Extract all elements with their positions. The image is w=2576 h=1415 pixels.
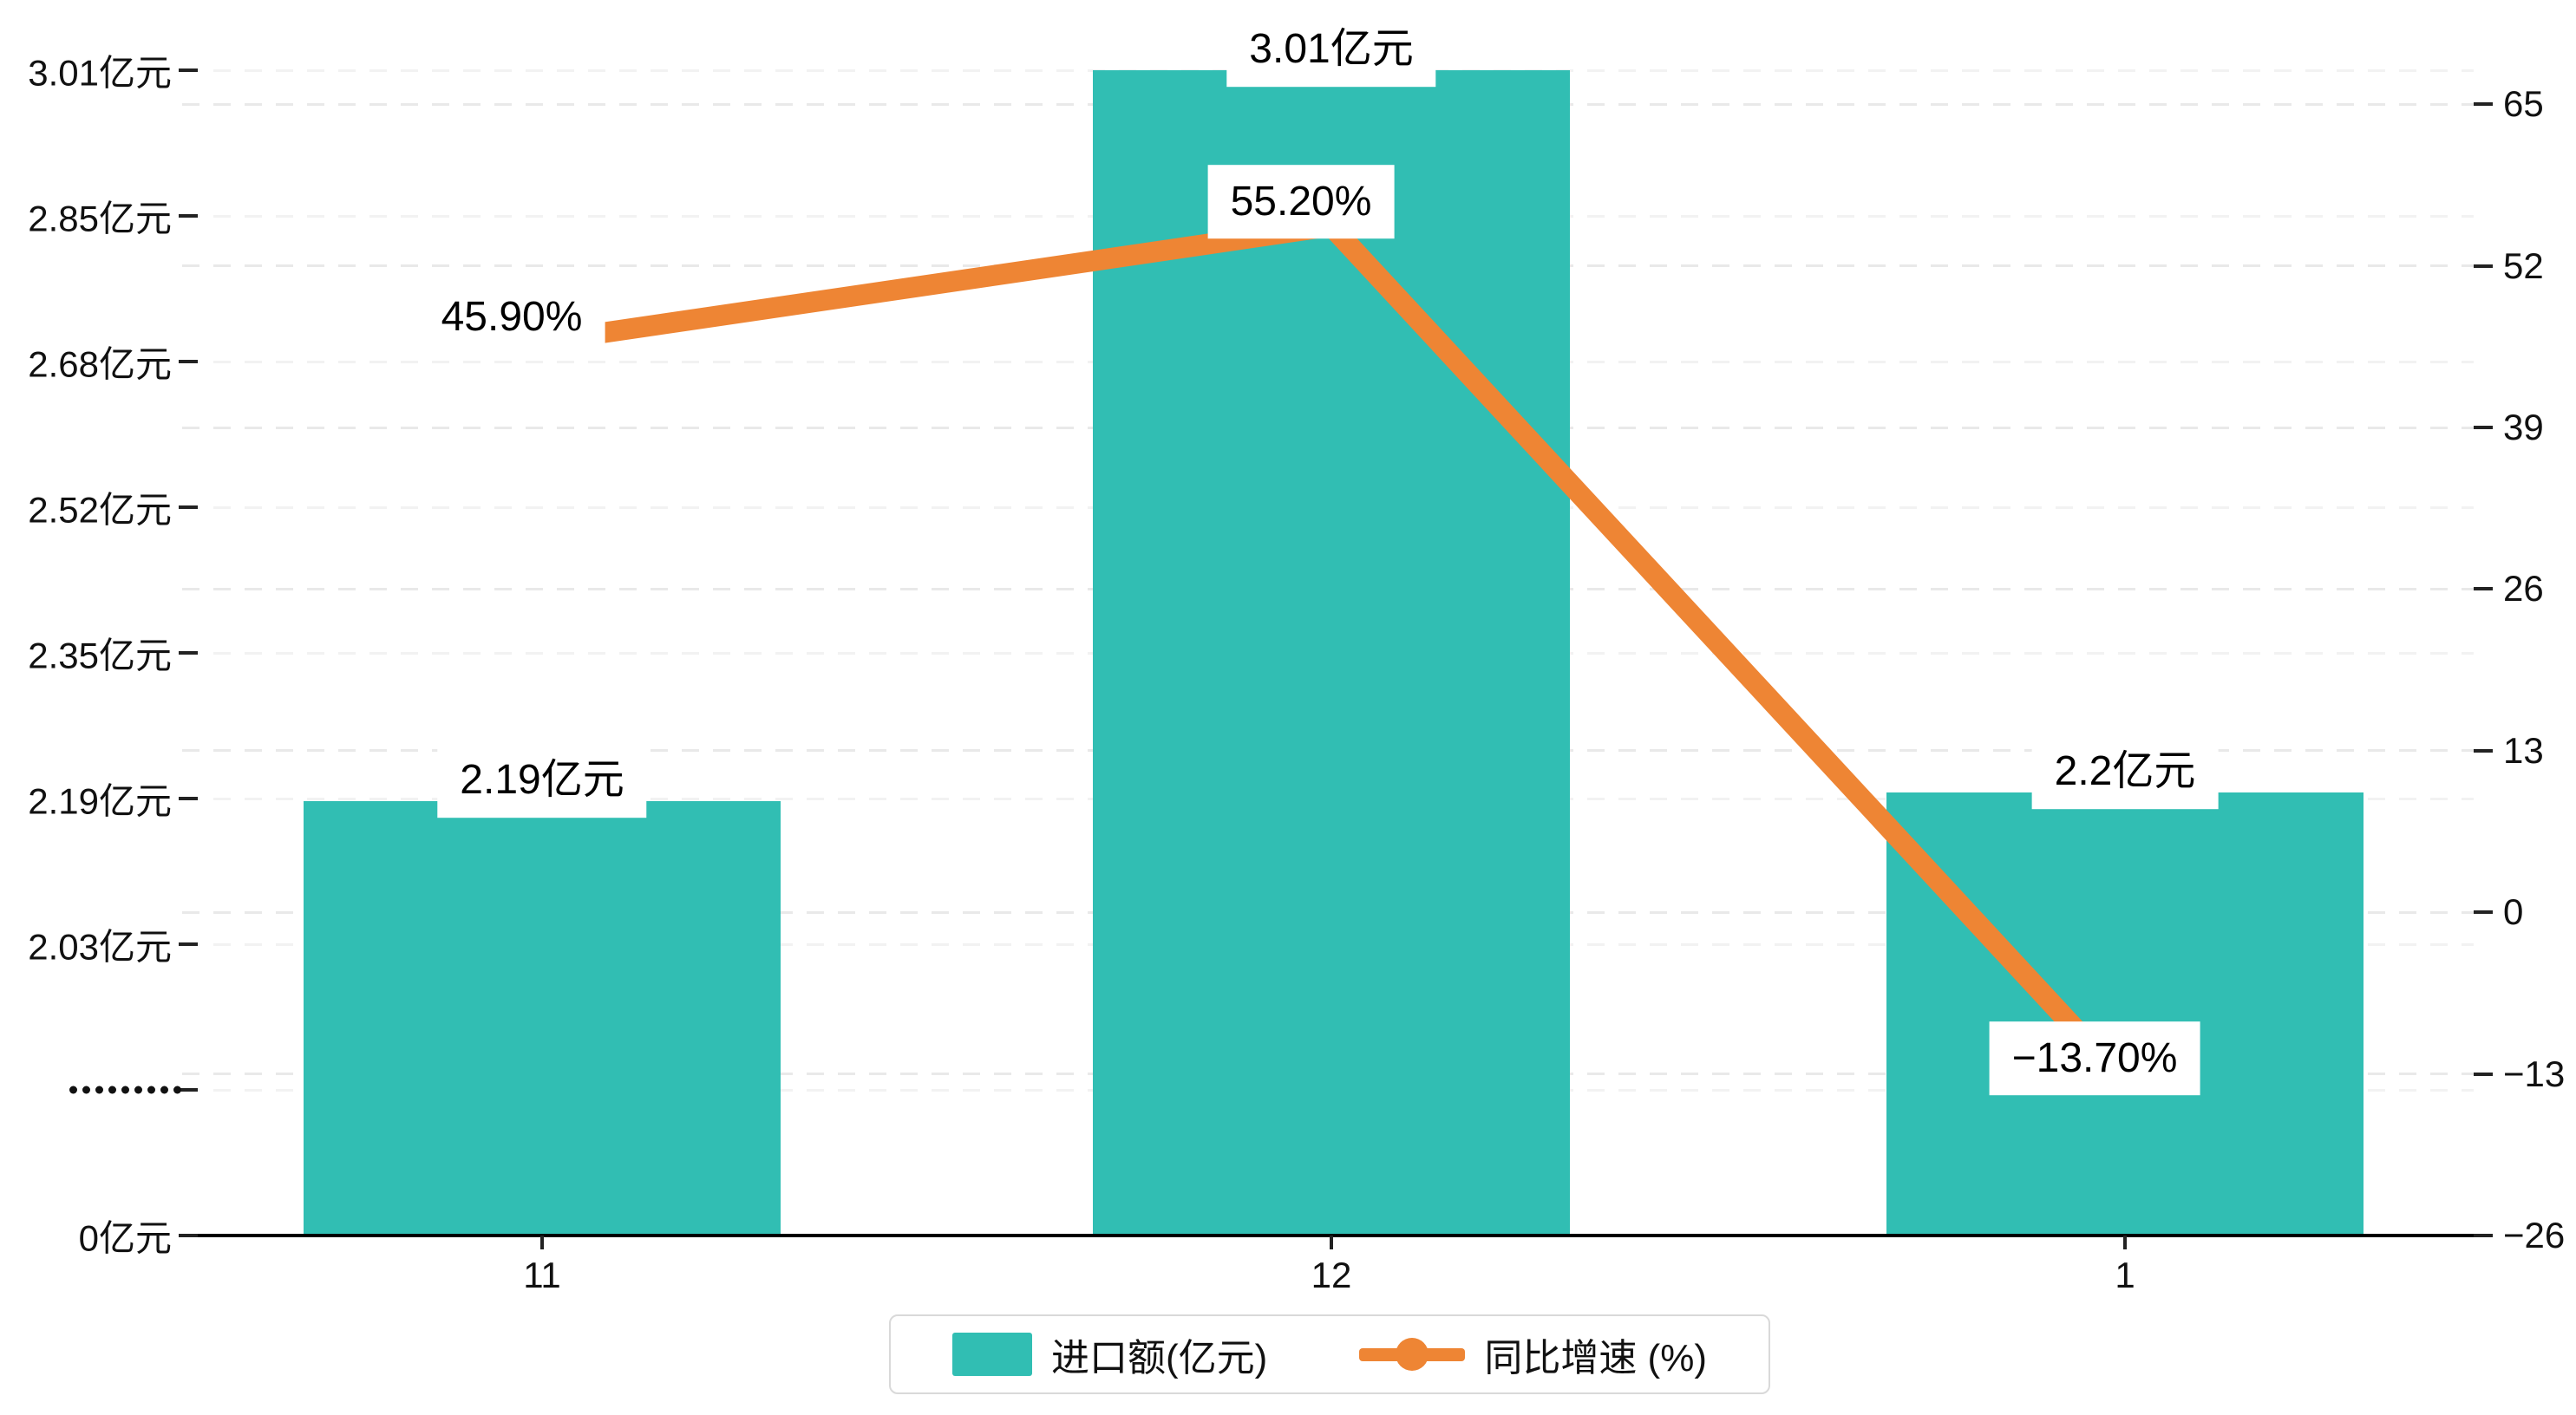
y-axis-left-tick [179, 797, 198, 800]
y-axis-left-label: 2.35亿元 [28, 635, 172, 676]
y-axis-left-tick [179, 360, 198, 363]
legend-item-line-series[interactable]: 同比增速 (%) [1359, 1327, 1707, 1382]
y-axis-right-tick [2474, 910, 2493, 915]
legend-bar-swatch-icon [952, 1333, 1033, 1376]
y-axis-right-label: 39 [2503, 407, 2544, 447]
legend: 进口额(亿元) 同比增速 (%) [889, 1314, 1770, 1394]
y-axis-left-tick [179, 214, 198, 218]
y-axis-right-label: 65 [2503, 83, 2544, 125]
x-axis-tick [540, 1236, 544, 1249]
legend-label: 进口额(亿元) [1051, 1337, 1268, 1379]
bar-value-label: 3.01亿元 [1226, 12, 1436, 87]
y-axis-right-tick [2474, 748, 2493, 753]
line-value-label: 45.90% [418, 280, 605, 355]
bar-value-label: 2.19亿元 [437, 743, 647, 818]
y-axis-right-label: 52 [2503, 245, 2544, 286]
y-axis-left-label: 2.68亿元 [28, 343, 172, 385]
y-axis-right-tick [2474, 264, 2493, 268]
y-axis-right-label: 26 [2503, 568, 2544, 610]
bar-1[interactable] [1886, 792, 2364, 1236]
y-axis-right-tick [2474, 1072, 2493, 1076]
legend-item-bar-series[interactable]: 进口额(亿元) [952, 1327, 1267, 1382]
y-axis-left-label: 0亿元 [78, 1217, 172, 1259]
bar-11[interactable] [304, 801, 781, 1236]
y-axis-left-tick [179, 1234, 198, 1237]
x-axis-label-1: 1 [2115, 1255, 2135, 1295]
y-axis-left-tick [179, 651, 198, 655]
y-axis-left-tick [179, 942, 198, 946]
x-axis-label-12: 12 [1311, 1255, 1352, 1295]
bar-12[interactable] [1093, 70, 1570, 1236]
y-axis-left-label: 2.85亿元 [28, 198, 172, 239]
legend-line-dot-icon [1359, 1335, 1466, 1373]
legend-label: 同比增速 (%) [1484, 1337, 1707, 1379]
y-axis-left-label: 2.19亿元 [28, 780, 172, 822]
bar-value-label: 2.2亿元 [2031, 734, 2219, 809]
y-axis-right-label: −13 [2503, 1053, 2566, 1094]
y-axis-left-label: 2.52亿元 [28, 489, 172, 531]
line-value-label: −13.70% [1989, 1020, 2200, 1096]
y-axis-right-tick [2474, 426, 2493, 429]
y-axis-right-label: −26 [2503, 1215, 2566, 1255]
y-axis-right-label: 0 [2503, 891, 2524, 933]
y-axis-left-tick [179, 1088, 198, 1092]
x-axis-line [182, 1234, 2474, 1237]
line-value-label: 55.20% [1207, 164, 1395, 239]
x-axis-tick [1330, 1236, 1333, 1249]
y-axis-left-tick [179, 505, 198, 509]
x-axis-label-11: 11 [523, 1255, 561, 1295]
y-axis-left-label: 3.01亿元 [28, 52, 172, 94]
y-axis-left-label: 2.03亿元 [28, 926, 172, 968]
y-axis-right-label: 13 [2503, 729, 2544, 771]
y-axis-left-tick [179, 68, 198, 72]
axis-break-dots [69, 1086, 181, 1094]
y-axis-right-tick [2474, 1234, 2493, 1237]
y-axis-right-tick [2474, 587, 2493, 591]
y-axis-right-tick [2474, 102, 2493, 107]
x-axis-tick [2123, 1236, 2127, 1249]
